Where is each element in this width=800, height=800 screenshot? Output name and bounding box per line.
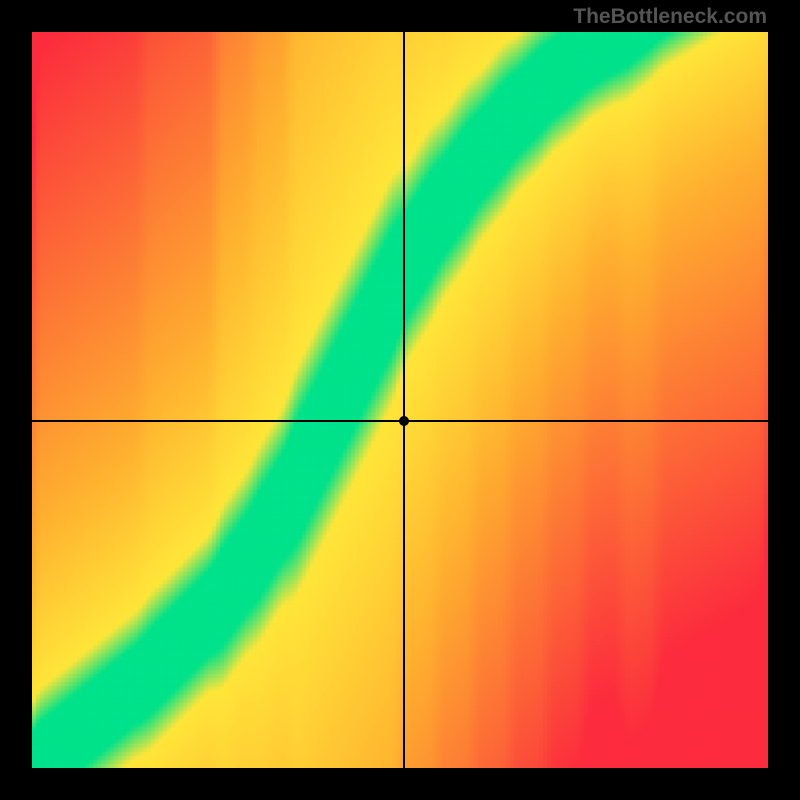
watermark-text: TheBottleneck.com xyxy=(573,5,767,29)
heatmap-canvas xyxy=(32,32,768,768)
crosshair-vertical xyxy=(403,32,405,768)
outer-frame: TheBottleneck.com xyxy=(0,0,800,800)
marker-point xyxy=(399,416,409,426)
